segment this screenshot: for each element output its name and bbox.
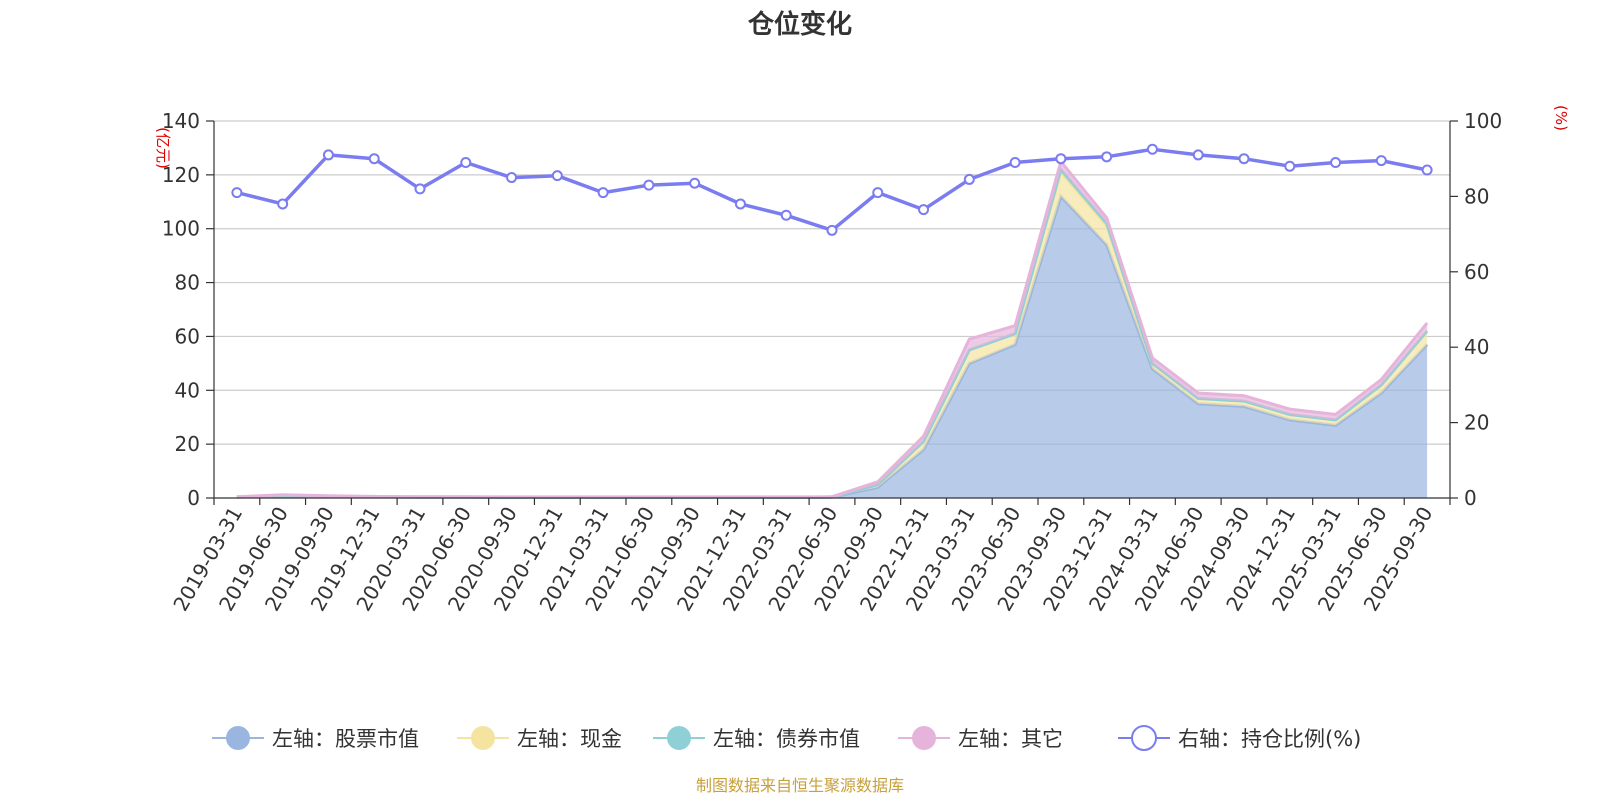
axes: 0204060801001201400204060801002019-03-31…: [162, 109, 1502, 615]
stacked-areas: [236, 158, 1429, 499]
legend: 左轴：股票市值 左轴：现金 左轴：债券市值 左轴：其它 右轴：持仓比例(%): [212, 725, 1361, 751]
legend-label: 左轴：现金: [517, 727, 622, 751]
legend-item: 左轴：债券市值: [653, 726, 860, 751]
right-tick-label: 60: [1464, 260, 1489, 284]
legend-marker: [471, 726, 495, 750]
holding-ratio-point: [1192, 149, 1204, 161]
right-tick-label: 100: [1464, 109, 1502, 133]
holding-ratio-point: [1009, 156, 1021, 168]
holding-ratio-point: [231, 187, 243, 199]
legend-label: 左轴：股票市值: [272, 727, 419, 751]
area-series-4-line: [236, 158, 1429, 499]
left-axis-unit: (亿元): [154, 127, 172, 169]
holding-ratio-point: [872, 187, 884, 199]
left-tick-label: 140: [162, 109, 200, 133]
holding-ratio-point: [780, 209, 792, 221]
holding-ratio-point: [826, 224, 838, 236]
source-note: 制图数据来自恒生聚源数据库: [696, 776, 904, 795]
holding-ratio-point: [1238, 153, 1250, 165]
area-series-1: [236, 196, 1428, 498]
holding-ratio-point: [1055, 153, 1067, 165]
legend-item: 左轴：股票市值: [212, 726, 419, 751]
legend-item: 右轴：持仓比例(%): [1118, 725, 1361, 751]
legend-label: 左轴：债券市值: [713, 727, 860, 751]
legend-marker: [667, 726, 691, 750]
holding-ratio-point: [322, 149, 334, 161]
holding-ratio-point: [1375, 155, 1387, 167]
holding-ratio-point: [460, 156, 472, 168]
legend-item: 左轴：其它: [898, 726, 1063, 751]
holding-ratio-point: [689, 177, 701, 189]
holding-ratio-point: [918, 204, 930, 216]
right-tick-label: 40: [1464, 335, 1489, 359]
chart-title: 仓位变化: [747, 9, 852, 40]
legend-item: 左轴：现金: [457, 726, 622, 751]
right-tick-label: 0: [1464, 486, 1477, 510]
right-tick-label: 80: [1464, 184, 1489, 208]
holding-ratio-point: [368, 153, 380, 165]
holding-ratio-line: [231, 143, 1433, 236]
holding-ratio-point: [734, 198, 746, 210]
legend-marker: [1131, 725, 1157, 751]
holding-ratio-point: [277, 198, 289, 210]
left-tick-label: 100: [162, 217, 200, 241]
left-tick-label: 60: [175, 324, 200, 348]
holding-ratio-point: [1101, 151, 1113, 163]
left-tick-label: 0: [187, 486, 200, 510]
holding-ratio-point: [551, 170, 563, 182]
holding-ratio-point: [1146, 143, 1158, 155]
holding-ratio-point: [597, 187, 609, 199]
holding-ratio-point: [963, 173, 975, 185]
legend-label: 右轴：持仓比例(%): [1178, 727, 1361, 751]
legend-marker: [912, 726, 936, 750]
right-axis-unit: (%): [1552, 105, 1570, 131]
right-tick-label: 20: [1464, 411, 1489, 435]
holding-ratio-point: [1284, 160, 1296, 172]
gridlines: [214, 120, 1450, 445]
left-tick-label: 20: [175, 432, 200, 456]
holding-ratio-point: [643, 179, 655, 191]
holding-ratio-point: [1330, 156, 1342, 168]
left-tick-label: 80: [175, 271, 200, 295]
holding-ratio-point: [506, 172, 518, 184]
legend-marker: [226, 726, 250, 750]
holding-ratio-point: [414, 183, 426, 195]
left-tick-label: 40: [175, 378, 200, 402]
holding-ratio-point: [1421, 164, 1433, 176]
left-tick-label: 120: [162, 163, 200, 187]
legend-label: 左轴：其它: [958, 727, 1063, 751]
